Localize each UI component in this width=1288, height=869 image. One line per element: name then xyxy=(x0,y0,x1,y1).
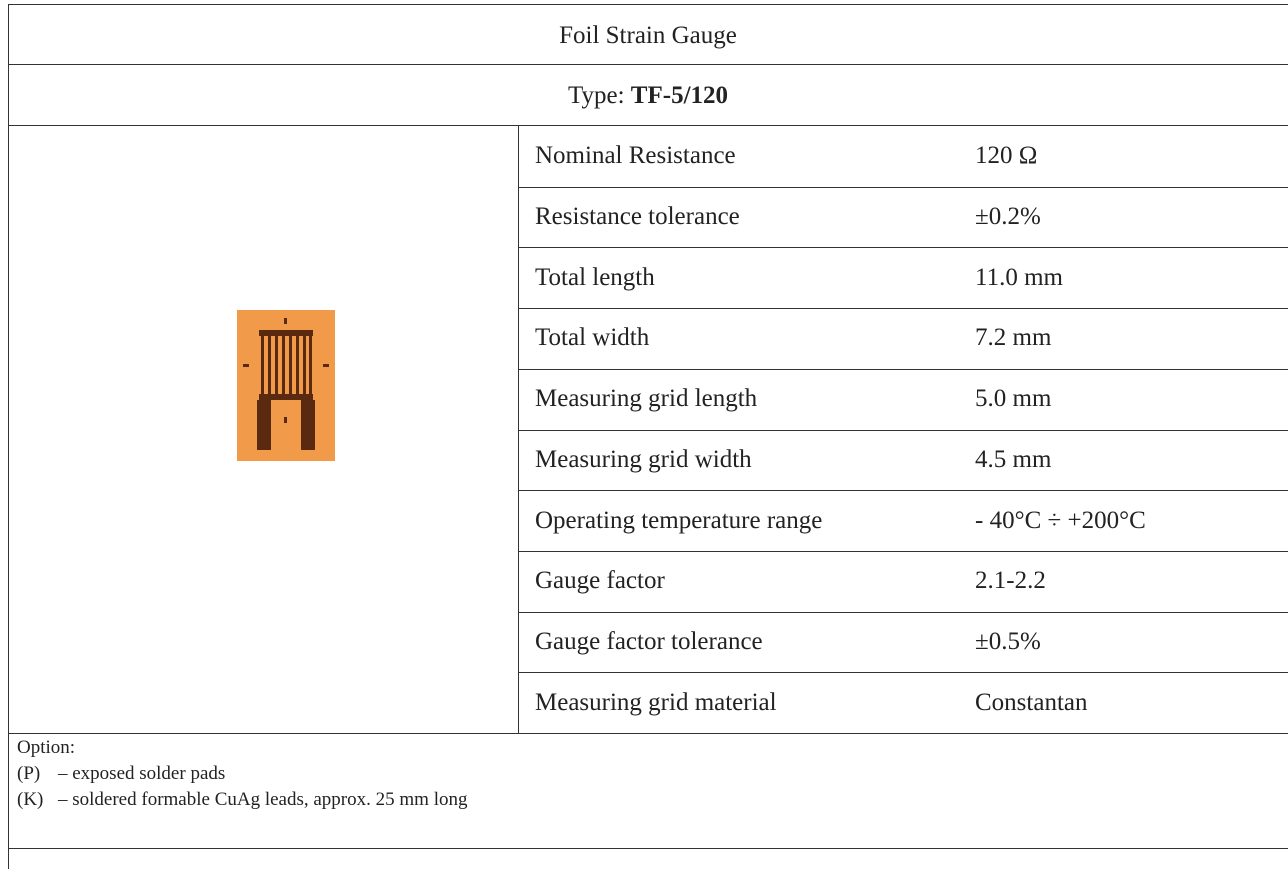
border xyxy=(8,4,1288,5)
option-title: Option: xyxy=(17,738,75,757)
spec-label: Resistance tolerance xyxy=(535,204,740,229)
row-divider xyxy=(518,551,1288,552)
spec-value: 4.5 mm xyxy=(975,447,1051,472)
border xyxy=(8,64,1288,65)
border xyxy=(8,848,1288,849)
spec-value: 120 Ω xyxy=(975,143,1037,168)
spec-label: Operating temperature range xyxy=(535,508,822,533)
spec-label: Nominal Resistance xyxy=(535,143,736,168)
row-divider xyxy=(518,308,1288,309)
type-value: TF-5/120 xyxy=(631,82,728,109)
spec-label: Measuring grid width xyxy=(535,447,752,472)
option-code: (K) xyxy=(17,790,43,809)
row-divider xyxy=(518,187,1288,188)
spec-value: ±0.5% xyxy=(975,629,1041,654)
spec-value: 11.0 mm xyxy=(975,265,1063,290)
type-line: Type: TF-5/120 xyxy=(8,83,1288,108)
border xyxy=(8,4,9,869)
spec-label: Measuring grid material xyxy=(535,690,777,715)
spec-label: Total width xyxy=(535,325,649,350)
option-code: (P) xyxy=(17,764,40,783)
border xyxy=(8,733,1288,734)
spec-value: 2.1-2.2 xyxy=(975,568,1046,593)
row-divider xyxy=(518,490,1288,491)
spec-value: - 40°C ÷ +200°C xyxy=(975,508,1146,533)
spec-label: Gauge factor xyxy=(535,568,665,593)
type-label: Type: xyxy=(568,82,625,109)
gauge-image xyxy=(237,310,335,461)
spec-value: ±0.2% xyxy=(975,204,1041,229)
page: {"header": {"title": "Foil Strain Gauge"… xyxy=(0,0,1288,869)
spec-value: 7.2 mm xyxy=(975,325,1051,350)
spec-label: Measuring grid length xyxy=(535,386,757,411)
spec-value: Constantan xyxy=(975,690,1088,715)
title: Foil Strain Gauge xyxy=(8,23,1288,48)
spec-label: Total length xyxy=(535,265,655,290)
row-divider xyxy=(518,369,1288,370)
option-text: – exposed solder pads xyxy=(58,764,225,783)
row-divider xyxy=(518,612,1288,613)
spec-value: 5.0 mm xyxy=(975,386,1051,411)
border xyxy=(518,125,519,733)
border xyxy=(8,125,1288,126)
row-divider xyxy=(518,672,1288,673)
spec-label: Gauge factor tolerance xyxy=(535,629,763,654)
row-divider xyxy=(518,247,1288,248)
row-divider xyxy=(518,430,1288,431)
option-text: – soldered formable CuAg leads, approx. … xyxy=(58,790,467,809)
